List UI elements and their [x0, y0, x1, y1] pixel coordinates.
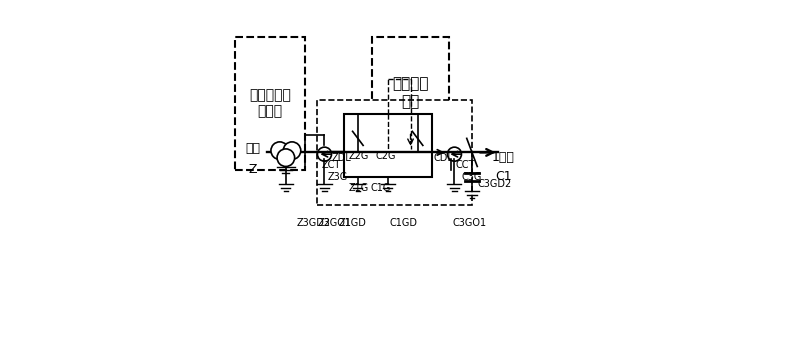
Text: 主变: 主变 — [246, 142, 261, 155]
Text: Z1G: Z1G — [349, 183, 370, 193]
Text: CDL: CDL — [434, 153, 454, 163]
Circle shape — [277, 149, 294, 166]
Text: C3G: C3G — [462, 172, 482, 182]
Text: 电流源及测
量装置: 电流源及测 量装置 — [249, 88, 291, 118]
Text: C2G: C2G — [375, 151, 396, 161]
Bar — [344, 114, 432, 177]
Text: C3GD2: C3GD2 — [478, 179, 511, 189]
Text: C1GD: C1GD — [390, 218, 418, 228]
Text: Z1GD: Z1GD — [338, 218, 366, 228]
Text: Z2G: Z2G — [349, 151, 370, 161]
Circle shape — [283, 142, 301, 159]
Text: Z3G: Z3G — [328, 172, 348, 182]
Circle shape — [271, 142, 289, 159]
Text: Z: Z — [249, 164, 258, 177]
Bar — [235, 36, 305, 170]
Bar — [372, 36, 449, 149]
Text: 1出线: 1出线 — [491, 151, 514, 164]
Text: C1: C1 — [495, 171, 511, 183]
Text: ZCT: ZCT — [322, 160, 342, 170]
Text: Z3GD2: Z3GD2 — [296, 218, 330, 228]
Text: 母差保护
装置: 母差保护 装置 — [392, 76, 429, 109]
Text: Z3GO1: Z3GO1 — [318, 218, 351, 228]
Text: C3GO1: C3GO1 — [453, 218, 487, 228]
Text: CCT: CCT — [455, 160, 474, 170]
Text: ZDL: ZDL — [331, 153, 351, 163]
Text: C1G: C1G — [370, 183, 390, 193]
Bar — [318, 100, 472, 205]
